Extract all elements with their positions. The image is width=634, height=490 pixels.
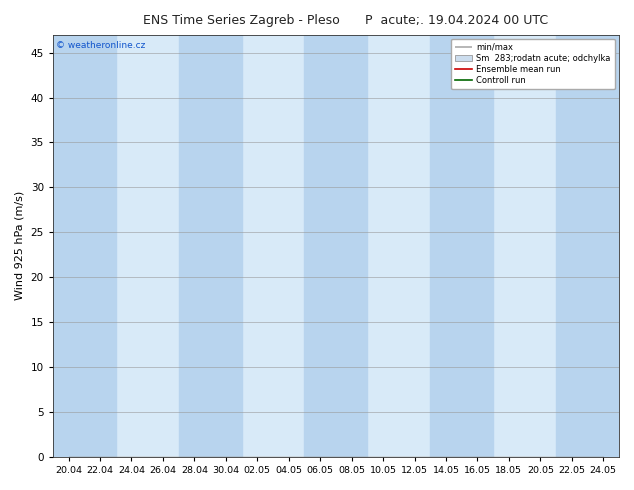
Text: © weatheronline.cz: © weatheronline.cz bbox=[56, 41, 145, 50]
Bar bbox=[430, 35, 493, 457]
Bar bbox=[179, 35, 242, 457]
Legend: min/max, Sm  283;rodatn acute; odchylka, Ensemble mean run, Controll run: min/max, Sm 283;rodatn acute; odchylka, … bbox=[451, 39, 615, 89]
Bar bbox=[556, 35, 619, 457]
Text: ENS Time Series Zagreb - Pleso: ENS Time Series Zagreb - Pleso bbox=[143, 14, 339, 27]
Text: P  acute;. 19.04.2024 00 UTC: P acute;. 19.04.2024 00 UTC bbox=[365, 14, 548, 27]
Bar bbox=[53, 35, 116, 457]
Y-axis label: Wind 925 hPa (m/s): Wind 925 hPa (m/s) bbox=[15, 191, 25, 300]
Bar bbox=[304, 35, 367, 457]
